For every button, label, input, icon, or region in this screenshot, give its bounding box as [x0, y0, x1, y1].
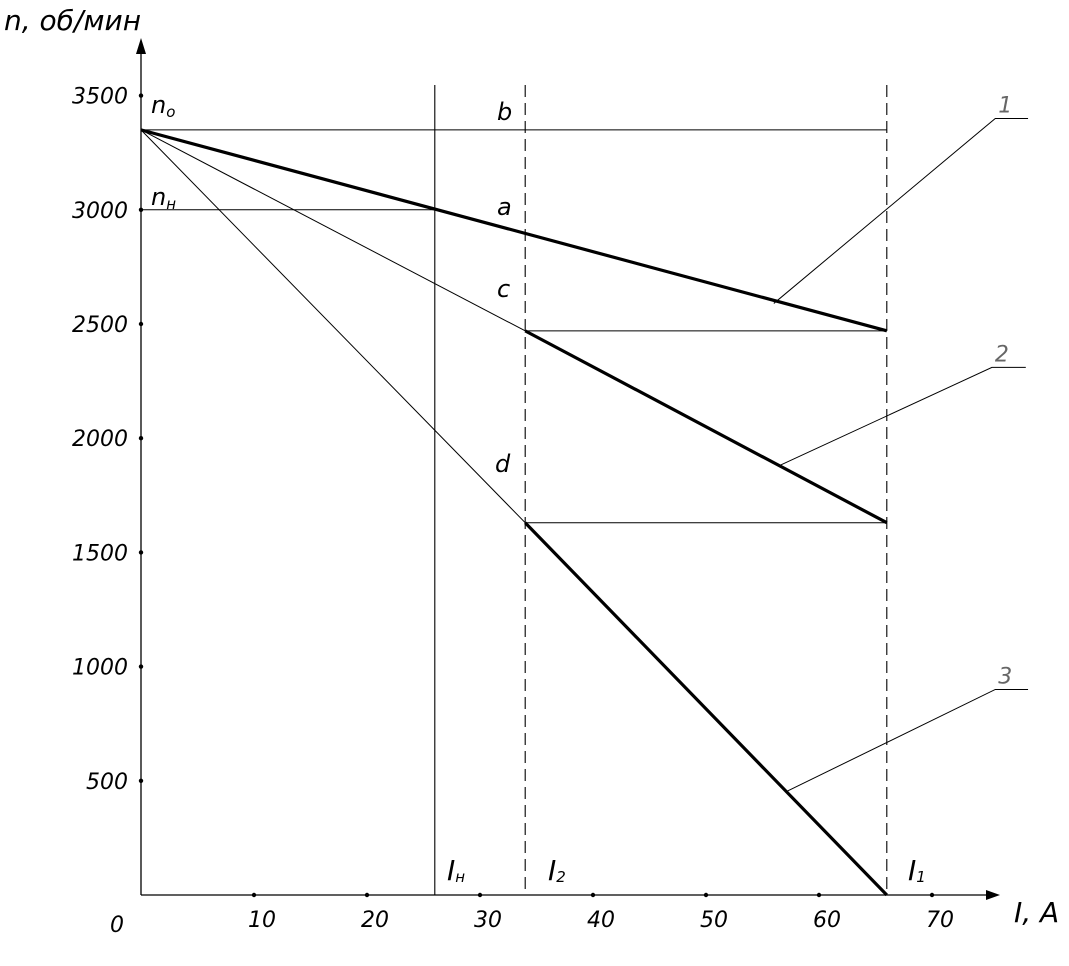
- y-tick-label-2000: 2000: [72, 427, 128, 452]
- y-tick-mark-1500: [138, 550, 144, 555]
- y-tick-mark-1000: [138, 664, 144, 669]
- point-label-b: b: [497, 98, 512, 126]
- label-In-sub: н: [455, 868, 465, 886]
- series-line-3: [524, 521, 888, 897]
- x-tick-mark-30: [477, 892, 483, 898]
- x-tick-label-50: 50: [700, 908, 728, 933]
- label-n0-sub: o: [166, 103, 175, 121]
- origin-label: 0: [110, 913, 124, 938]
- label-nn: nн: [151, 183, 176, 213]
- point-label-a: a: [497, 193, 512, 221]
- y-tick-label-3000: 3000: [72, 199, 128, 224]
- y-axis-title: n, об/мин: [4, 4, 141, 37]
- y-axis-arrow: [136, 38, 146, 54]
- point-label-d: d: [495, 450, 511, 478]
- x-tick-mark-60: [816, 892, 822, 898]
- x-tick-mark-50: [703, 892, 709, 898]
- y-tick-label-1000: 1000: [72, 656, 128, 681]
- label-I1-sub: 1: [916, 868, 926, 886]
- label-In-main: I: [447, 854, 455, 887]
- thin-line-1: [140, 129, 526, 524]
- series-lines: [140, 128, 888, 897]
- point-label-c: c: [497, 275, 510, 303]
- y-tick-label-500: 500: [86, 770, 128, 795]
- x-tick-label-10: 10: [248, 908, 276, 933]
- label-I2-sub: 2: [556, 868, 566, 886]
- x-axis-title: I, A: [1014, 896, 1059, 929]
- thin-line-0: [140, 129, 526, 332]
- callout-line-2: [779, 366, 1026, 467]
- x-axis-arrow: [986, 890, 1000, 900]
- y-tick-label-3500: 3500: [72, 85, 128, 110]
- label-nn-sub: н: [166, 195, 176, 213]
- y-tick-mark-3000: [138, 207, 144, 212]
- callout-line-3: [784, 688, 1029, 793]
- x-tick-label-20: 20: [361, 908, 389, 933]
- curve-callouts: [773, 117, 1029, 793]
- label-n0: no: [151, 91, 175, 121]
- callout-number-2: 2: [995, 342, 1009, 367]
- label-I1-main: I: [908, 854, 916, 887]
- y-tick-mark-500: [138, 778, 144, 783]
- callout-line-1: [773, 117, 1029, 304]
- x-tick-label-40: 40: [587, 908, 615, 933]
- series-line-2: [524, 329, 888, 525]
- y-tick-label-1500: 1500: [72, 541, 128, 566]
- axes: [136, 38, 1000, 900]
- label-I2: I2: [548, 854, 566, 887]
- series-line-1: [140, 128, 888, 333]
- label-n0-main: n: [151, 91, 166, 119]
- y-tick-mark-2500: [138, 321, 144, 327]
- y-tick-label-2500: 2500: [72, 313, 128, 338]
- x-tick-mark-40: [590, 892, 596, 898]
- x-tick-label-70: 70: [926, 908, 954, 933]
- x-tick-mark-70: [929, 892, 935, 898]
- label-I1: I1: [908, 854, 926, 887]
- reference-lines: [140, 85, 888, 895]
- label-I2-main: I: [548, 854, 556, 887]
- tick-marks: [138, 93, 935, 898]
- x-tick-mark-20: [364, 892, 370, 898]
- x-tick-label-30: 30: [474, 908, 502, 933]
- callout-number-1: 1: [998, 93, 1012, 118]
- y-tick-mark-2000: [138, 436, 144, 441]
- x-tick-mark-10: [251, 892, 257, 898]
- callout-number-3: 3: [998, 664, 1012, 689]
- label-In: Iн: [447, 854, 465, 887]
- label-nn-main: n: [151, 183, 166, 211]
- y-tick-mark-3500: [138, 93, 144, 98]
- x-tick-label-60: 60: [813, 908, 841, 933]
